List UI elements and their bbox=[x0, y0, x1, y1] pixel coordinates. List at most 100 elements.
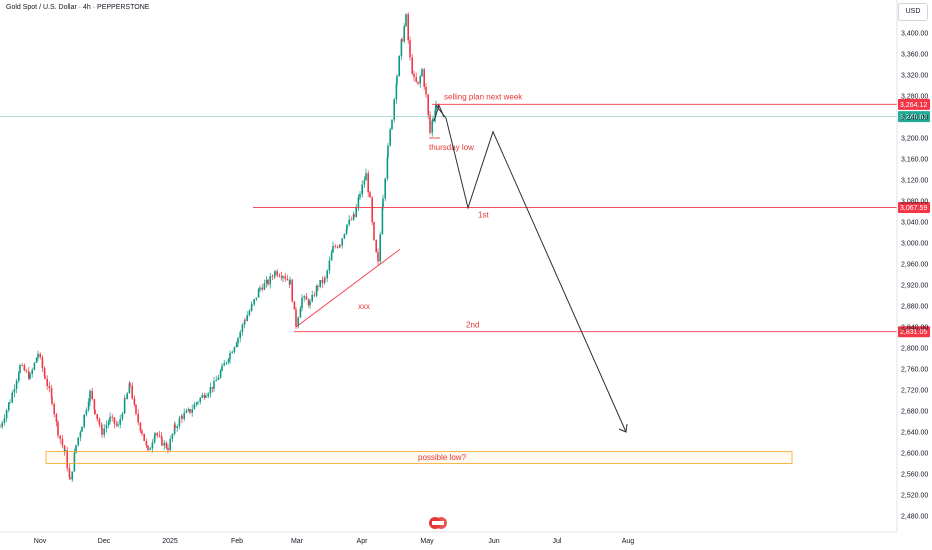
price-tick: 3,400.00 bbox=[901, 31, 928, 38]
candle-body bbox=[405, 14, 407, 27]
candle-body bbox=[319, 280, 321, 287]
candle-body bbox=[75, 445, 77, 453]
time-axis: Nov Dec 2025 Feb Mar Apr May Jun Jul Aug bbox=[0, 531, 897, 545]
candle-body bbox=[375, 239, 377, 253]
candle-body bbox=[301, 297, 303, 309]
candle-body bbox=[278, 275, 281, 277]
candle-body bbox=[50, 388, 53, 398]
candle-body bbox=[246, 315, 248, 321]
candle-body bbox=[13, 388, 16, 393]
candle-body bbox=[384, 178, 386, 199]
projection-hump bbox=[433, 104, 445, 122]
candle-body bbox=[271, 276, 274, 277]
candle-body bbox=[377, 252, 379, 262]
candle-body bbox=[48, 385, 51, 389]
time-tick: Aug bbox=[622, 538, 635, 545]
price-tick: 2,560.00 bbox=[901, 472, 928, 479]
candle-body bbox=[345, 228, 348, 234]
candle-body bbox=[103, 428, 105, 435]
candle-body bbox=[371, 197, 373, 222]
candle-body bbox=[350, 219, 353, 221]
candle-body bbox=[93, 399, 96, 410]
candle-body bbox=[369, 192, 371, 198]
candle-body bbox=[241, 324, 244, 333]
candle-body bbox=[343, 233, 346, 239]
possible-low-box[interactable] bbox=[45, 451, 793, 464]
candle-body bbox=[381, 206, 384, 235]
candle-body bbox=[35, 357, 38, 363]
candle-body bbox=[105, 425, 108, 429]
candle-body bbox=[338, 245, 341, 248]
candle-body bbox=[341, 238, 343, 246]
candle-body bbox=[71, 471, 73, 480]
candle-body bbox=[396, 76, 398, 84]
time-tick: Apr bbox=[357, 538, 369, 545]
possible-low-label: possible low? bbox=[418, 453, 467, 462]
candle-body bbox=[231, 351, 233, 354]
projection-path[interactable] bbox=[435, 105, 627, 433]
candle-body bbox=[427, 94, 429, 115]
candle-body bbox=[387, 145, 389, 157]
candle-body bbox=[15, 380, 18, 389]
horizontal-levels: 3,264.12 3,240.62 3,067.59 2,831.05 bbox=[0, 98, 930, 338]
price-tick: 3,000.00 bbox=[901, 241, 928, 248]
currency-button[interactable]: USD bbox=[898, 3, 928, 21]
candle-body bbox=[215, 379, 217, 382]
candle-body bbox=[395, 83, 398, 100]
price-badge-label: 3,240.62 bbox=[900, 114, 927, 121]
candle-body bbox=[43, 368, 46, 376]
candle-body bbox=[53, 403, 55, 415]
candle-body bbox=[96, 414, 98, 420]
price-tick: 3,320.00 bbox=[901, 73, 928, 80]
price-tick: 3,080.00 bbox=[901, 199, 928, 206]
candle-body bbox=[386, 156, 389, 179]
candle-body bbox=[156, 433, 158, 436]
candle-body bbox=[199, 397, 201, 402]
candle-body bbox=[18, 372, 20, 381]
candle-body bbox=[269, 276, 271, 285]
trendline[interactable] bbox=[295, 248, 401, 328]
candle-body bbox=[415, 77, 417, 82]
candle-body bbox=[321, 280, 324, 284]
candle-body bbox=[119, 418, 121, 425]
candle-body bbox=[83, 414, 85, 427]
candle-body bbox=[221, 365, 223, 371]
candle-body bbox=[233, 347, 236, 352]
candle-body bbox=[267, 279, 269, 285]
candle-body bbox=[8, 402, 10, 411]
price-badge-label: 3,067.59 bbox=[900, 205, 927, 212]
candle-body bbox=[336, 246, 339, 248]
candle-body bbox=[61, 439, 64, 446]
candle-body bbox=[211, 387, 214, 389]
candle-body bbox=[265, 279, 268, 284]
candle-body bbox=[94, 409, 96, 415]
candle-body bbox=[429, 114, 431, 133]
candle-body bbox=[77, 437, 79, 446]
candle-body bbox=[293, 301, 296, 310]
candle-body bbox=[244, 320, 246, 322]
candle-body bbox=[363, 180, 366, 185]
candle-body bbox=[400, 39, 403, 57]
candle-body bbox=[263, 283, 266, 290]
candle-body bbox=[217, 377, 220, 380]
candle-body bbox=[189, 409, 191, 413]
candle-body bbox=[154, 433, 156, 437]
candle-body bbox=[280, 276, 283, 278]
candle-body bbox=[324, 278, 326, 279]
candle-body bbox=[373, 221, 375, 240]
candle-body bbox=[123, 398, 126, 414]
candle-body bbox=[176, 426, 178, 428]
chart-title: Gold Spot / U.S. Dollar · 4h · PEPPERSTO… bbox=[6, 4, 150, 11]
candle-body bbox=[161, 438, 163, 446]
candle-body bbox=[257, 289, 260, 298]
candle-body bbox=[435, 104, 437, 111]
candle-body bbox=[235, 343, 238, 348]
candle-body bbox=[46, 378, 48, 386]
candle-body bbox=[33, 362, 36, 370]
candle-body bbox=[417, 81, 419, 84]
candle-body bbox=[151, 442, 154, 449]
candle-body bbox=[379, 234, 381, 262]
candle-body bbox=[63, 445, 66, 453]
candle-body bbox=[248, 310, 251, 316]
